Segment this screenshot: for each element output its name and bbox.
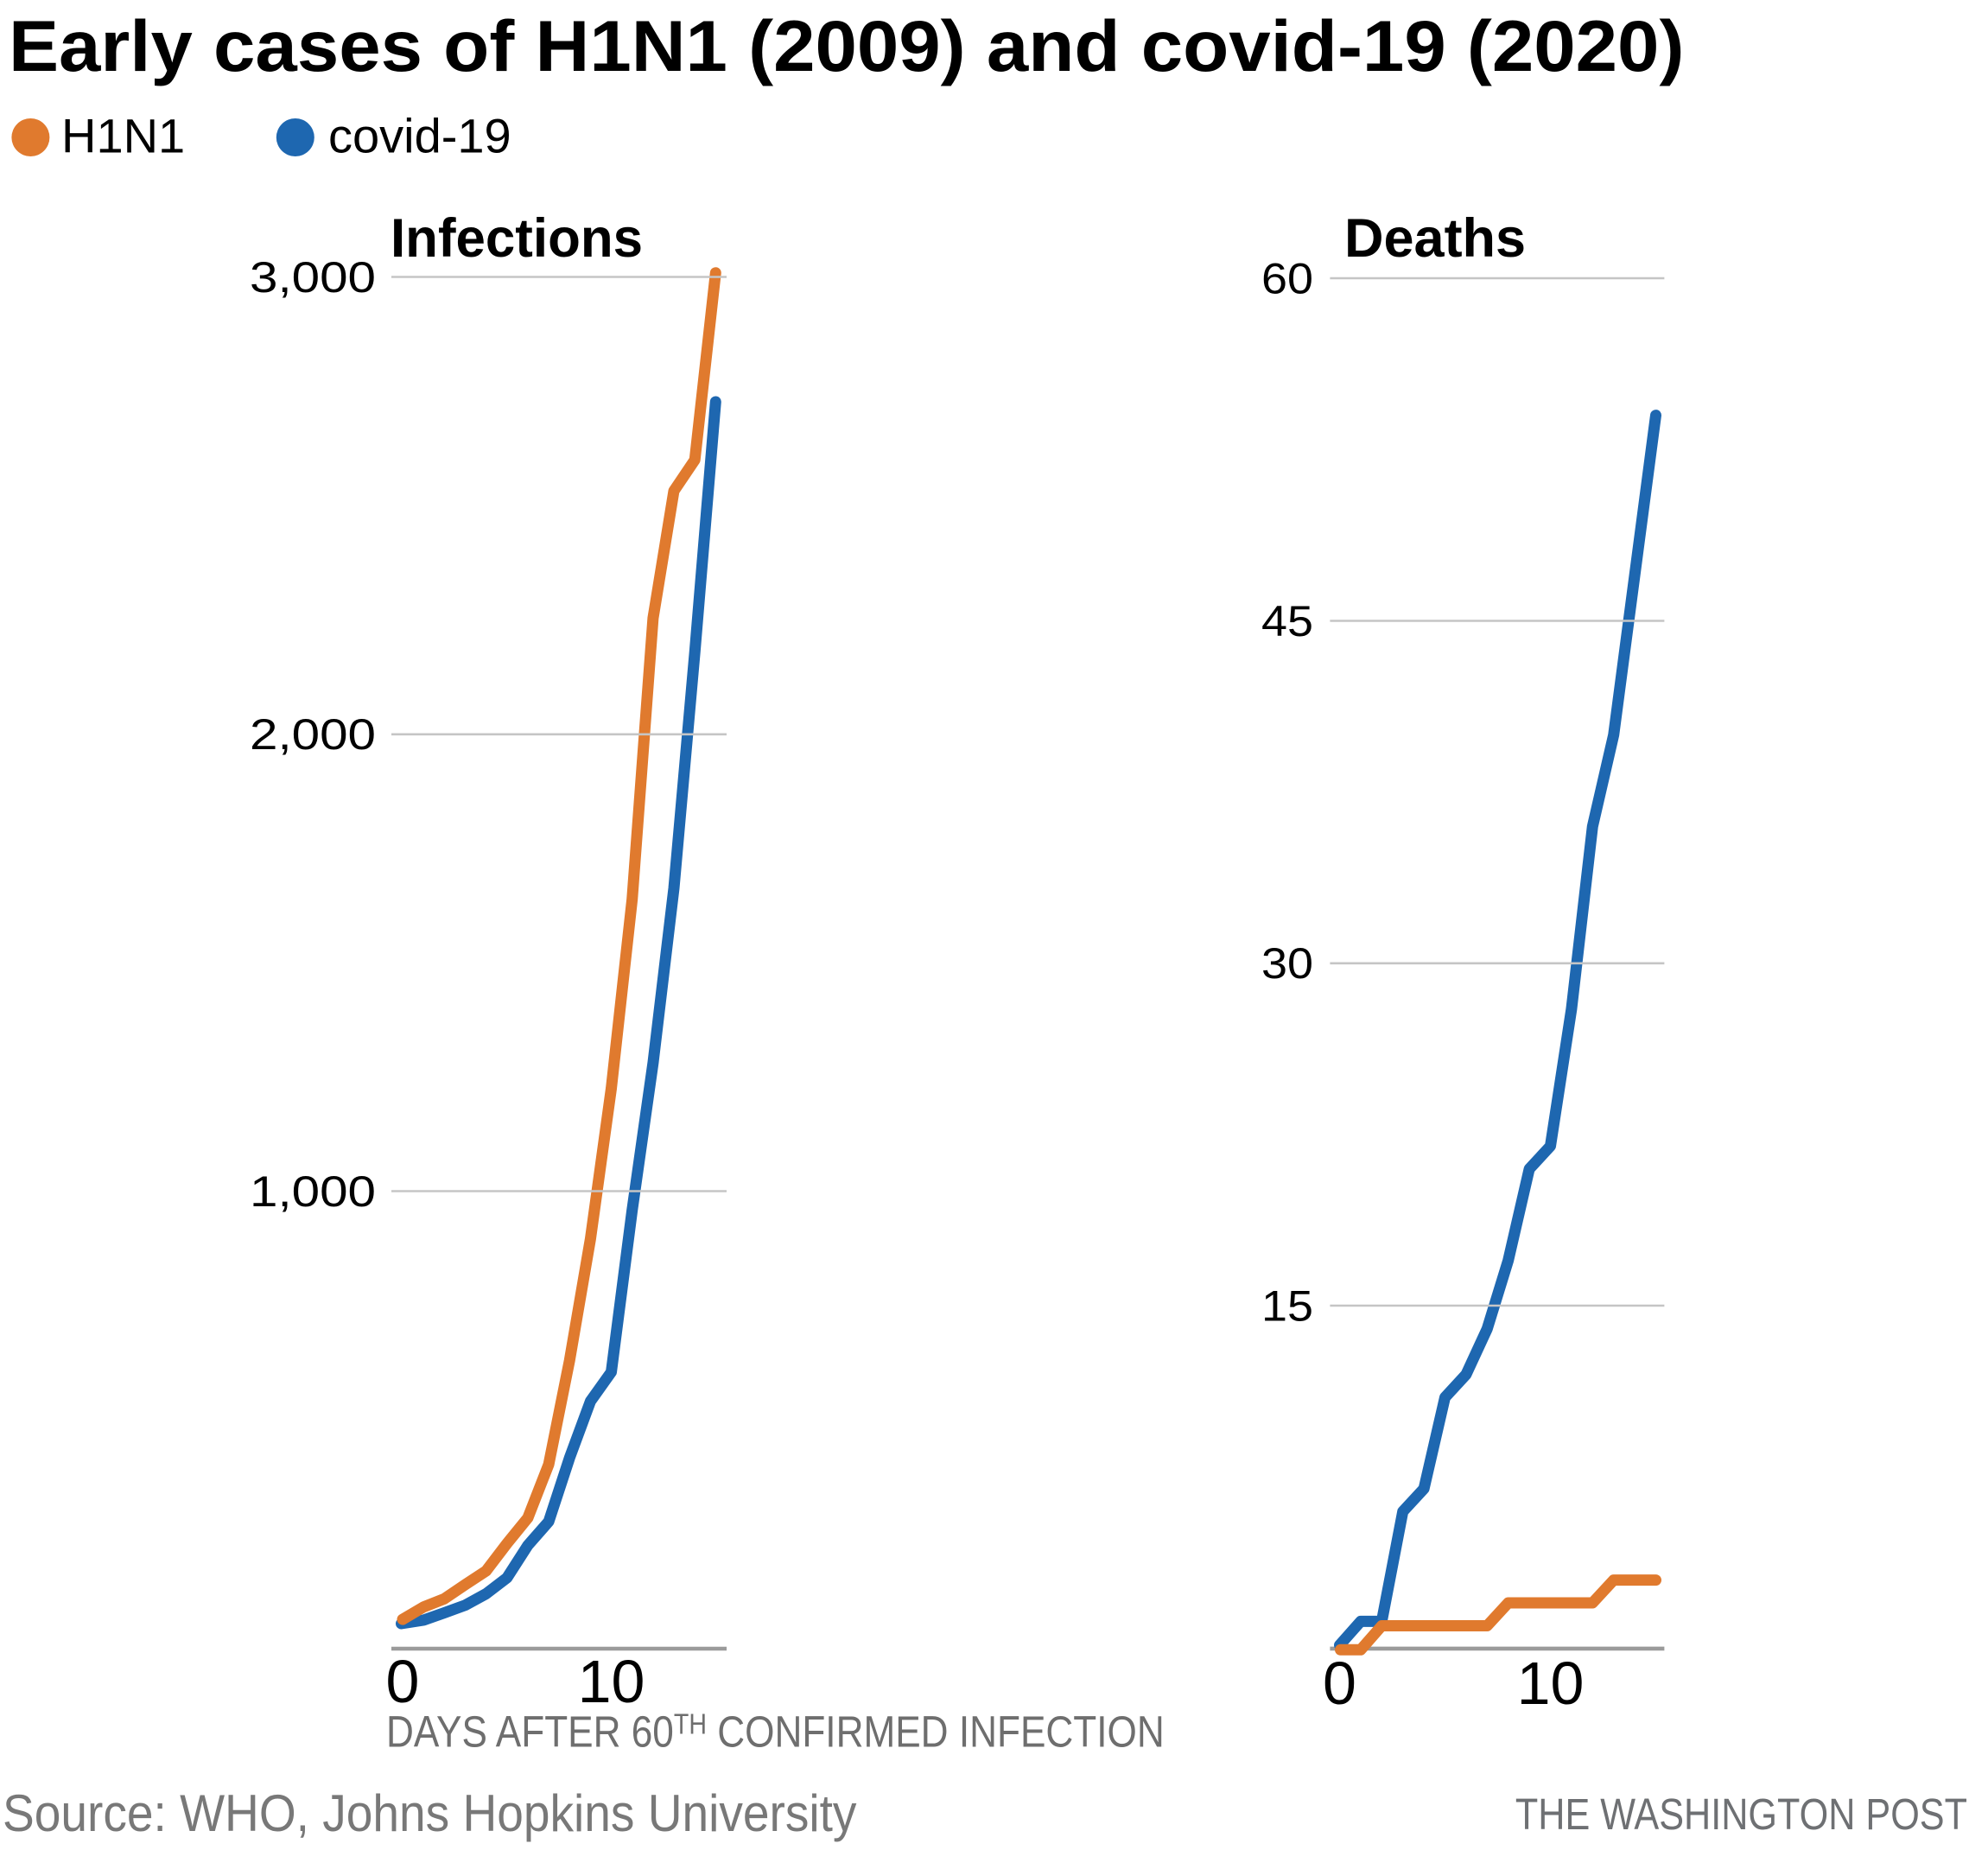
svg-text:2,000: 2,000 <box>250 710 376 759</box>
svg-text:0: 0 <box>1323 1650 1356 1717</box>
svg-text:60: 60 <box>1261 254 1313 302</box>
svg-text:3,000: 3,000 <box>250 253 376 302</box>
svg-text:Infections: Infections <box>391 208 643 269</box>
svg-text:45: 45 <box>1261 597 1313 645</box>
svg-text:15: 15 <box>1261 1281 1313 1330</box>
svg-text:Early cases of H1N1 (2009) and: Early cases of H1N1 (2009) and covid-19 … <box>9 6 1684 86</box>
svg-text:1,000: 1,000 <box>250 1167 376 1216</box>
svg-text:H1N1: H1N1 <box>61 109 185 163</box>
svg-text:Deaths: Deaths <box>1344 208 1526 269</box>
svg-text:covid-19: covid-19 <box>328 109 511 163</box>
svg-text:THE WASHINGTON POST: THE WASHINGTON POST <box>1515 1790 1967 1840</box>
svg-text:0: 0 <box>386 1648 420 1715</box>
svg-text:30: 30 <box>1261 939 1313 988</box>
svg-text:DAYS AFTER 60TH CONFIRMED INFE: DAYS AFTER 60TH CONFIRMED INFECTION <box>386 1708 1165 1758</box>
svg-text:10: 10 <box>578 1648 645 1715</box>
svg-text:10: 10 <box>1517 1650 1585 1717</box>
svg-text:Source: WHO, Johns Hopkins Uni: Source: WHO, Johns Hopkins University <box>3 1785 857 1843</box>
